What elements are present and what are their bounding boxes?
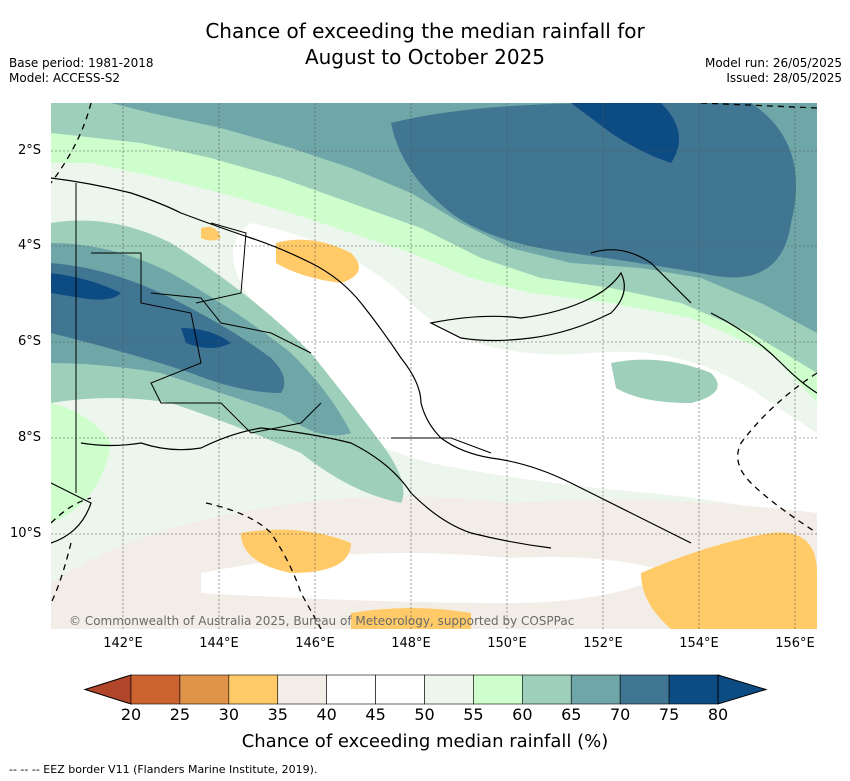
colorbar-segment: [179, 674, 230, 705]
zone-35-40-south-center: [351, 608, 471, 629]
colorbar-extend-high: [717, 674, 768, 705]
zone-80-plus-north: [571, 103, 679, 163]
zone-80-plus-west: [51, 273, 121, 300]
lon-label-144e: 144°E: [199, 636, 239, 651]
colorbar-segment: [277, 674, 327, 705]
lat-label-2s: 2°S: [18, 143, 42, 158]
colorbar-tick-label: 80: [707, 705, 729, 724]
zone-35-40-south-west: [241, 529, 351, 573]
coastlines: [51, 177, 817, 549]
lat-label-4s: 4°S: [18, 238, 42, 253]
colorbar-segment: [668, 674, 719, 705]
lon-label-148e: 148°E: [391, 636, 431, 651]
zone-35-40-small: [201, 226, 221, 241]
lat-label-8s: 8°S: [18, 430, 42, 445]
zone-60-65-west: [51, 403, 111, 523]
colorbar-tick-label: 40: [316, 705, 337, 724]
colorbar-tick-label: 75: [658, 705, 680, 724]
colorbar-segment: [375, 674, 425, 705]
colorbar-tick-label: 70: [609, 705, 631, 724]
meta-right: Model run: 26/05/2025 Issued: 28/05/2025: [705, 56, 842, 86]
base-period: Base period: 1981-2018: [9, 56, 154, 70]
colorbar-tick-label: 20: [120, 705, 142, 724]
colorbar: [83, 674, 768, 705]
colorbar-segment: [326, 674, 376, 705]
colorbar-label: Chance of exceeding median rainfall (%): [241, 731, 609, 752]
title-line-1: Chance of exceeding the median rainfall …: [205, 19, 645, 43]
lon-label-156e: 156°E: [775, 636, 815, 651]
lon-label-146e: 146°E: [295, 636, 335, 651]
colorbar-segment: [228, 674, 279, 705]
colorbar-extend-low: [83, 674, 132, 705]
colorbar-segment: [619, 674, 670, 705]
zone-35-40-north-coast: [276, 239, 359, 283]
colorbar-segment: [130, 674, 181, 705]
lat-label-10s: 10°S: [10, 526, 42, 541]
issued-date: Issued: 28/05/2025: [726, 71, 842, 85]
meta-left: Base period: 1981-2018 Model: ACCESS-S2: [9, 56, 154, 86]
map-title: Chance of exceeding the median rainfall …: [0, 18, 850, 70]
zone-35-40-south-east: [641, 532, 817, 629]
colorbar-tick-label: 60: [512, 705, 533, 724]
map-canvas: [51, 103, 817, 629]
model-run: Model run: 26/05/2025: [704, 56, 842, 70]
copyright-notice: © Commonwealth of Australia 2025, Bureau…: [69, 614, 575, 628]
colorbar-tick-label: 35: [267, 705, 288, 724]
colorbar-segment: [424, 674, 474, 705]
lon-label-142e: 142°E: [103, 636, 143, 651]
zone-65-70-east: [611, 359, 718, 403]
zone-80-plus-west-2: [181, 328, 231, 348]
colorbar-tick-label: 45: [365, 705, 386, 724]
colorbar-tick-label: 55: [463, 705, 484, 724]
colorbar-segment: [473, 674, 523, 705]
province-borders: [75, 183, 492, 493]
lat-label-6s: 6°S: [18, 334, 42, 349]
lon-label-154e: 154°E: [679, 636, 719, 651]
title-line-2: August to October 2025: [304, 45, 546, 69]
colorbar-tick-label: 25: [169, 705, 191, 724]
lon-label-150e: 150°E: [487, 636, 527, 651]
model-name: Model: ACCESS-S2: [9, 71, 121, 85]
eez-footnote: -- -- -- EEZ border V11 (Flanders Marine…: [9, 763, 318, 776]
rainfall-map: © Commonwealth of Australia 2025, Bureau…: [51, 103, 817, 629]
colorbar-segment: [570, 674, 621, 705]
lon-label-152e: 152°E: [583, 636, 623, 651]
colorbar-tick-label: 65: [561, 705, 582, 724]
colorbar-segment: [522, 674, 572, 705]
eez-borders: [51, 103, 817, 629]
zone-45-55-center: [233, 223, 817, 523]
colorbar-tick-label: 50: [414, 705, 435, 724]
zone-75-80-north: [391, 103, 796, 278]
colorbar-tick-label: 30: [218, 705, 240, 724]
